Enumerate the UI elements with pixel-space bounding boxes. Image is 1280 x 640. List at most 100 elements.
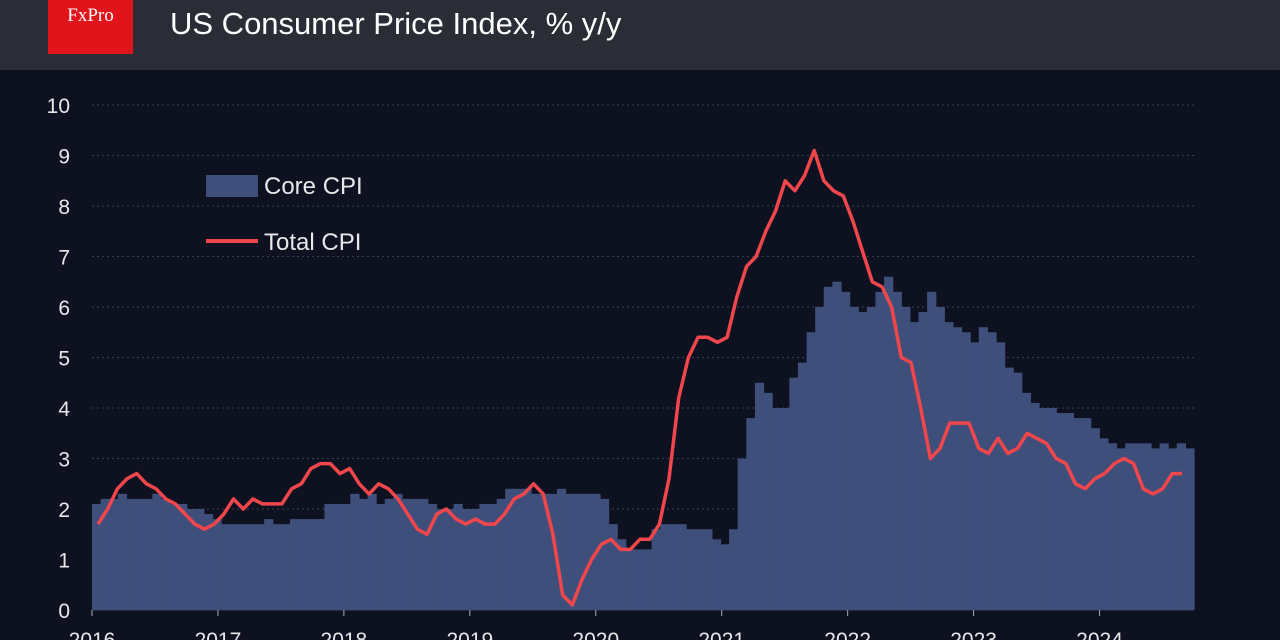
core-cpi-bar xyxy=(1107,443,1118,610)
core-cpi-bar xyxy=(686,529,696,610)
core-cpi-bar xyxy=(203,514,214,610)
core-cpi-bar xyxy=(634,549,644,610)
x-tick-label: 2019 xyxy=(446,629,493,640)
core-cpi-bar xyxy=(393,493,403,610)
y-tick-label: 6 xyxy=(58,297,70,320)
core-cpi-bar xyxy=(935,307,945,610)
core-cpi-bar xyxy=(1099,438,1109,610)
core-cpi-bar xyxy=(729,529,739,610)
core-cpi-bar xyxy=(1021,392,1032,610)
total-cpi-line xyxy=(96,148,1182,607)
core-cpi-bar xyxy=(453,503,463,610)
core-cpi-area-layer xyxy=(92,276,1195,610)
core-cpi-bar xyxy=(1150,448,1161,610)
core-cpi-bar xyxy=(1116,448,1126,610)
core-cpi-bar xyxy=(513,488,524,610)
core-cpi-bar xyxy=(806,332,816,610)
core-cpi-bar xyxy=(333,503,343,610)
core-cpi-bar xyxy=(1073,418,1083,610)
core-cpi-bar xyxy=(531,493,541,610)
y-tick-label: 10 xyxy=(47,95,70,118)
core-cpi-bar xyxy=(178,503,188,610)
core-cpi-bar xyxy=(401,498,412,610)
core-cpi-bar xyxy=(419,498,429,610)
core-cpi-bar xyxy=(1176,443,1186,610)
core-cpi-bar xyxy=(1039,408,1049,610)
core-cpi-bar xyxy=(444,509,455,610)
core-cpi-bar xyxy=(952,327,963,610)
core-cpi-bar xyxy=(143,498,153,610)
core-cpi-bar xyxy=(1082,418,1092,610)
core-cpi-bar xyxy=(651,529,661,610)
core-cpi-bar xyxy=(995,342,1006,610)
y-tick-label: 8 xyxy=(58,196,70,219)
core-cpi-bar xyxy=(1133,443,1143,610)
core-cpi-bar xyxy=(367,493,377,610)
core-cpi-bar xyxy=(1125,443,1135,610)
y-tick-label: 5 xyxy=(58,348,70,371)
core-cpi-bar xyxy=(866,307,877,610)
core-cpi-bar xyxy=(272,524,283,610)
core-cpi-bar xyxy=(746,418,756,610)
core-cpi-bar xyxy=(737,458,747,610)
core-cpi-bar xyxy=(496,498,506,610)
core-cpi-bar xyxy=(884,276,894,610)
core-cpi-bar xyxy=(1168,448,1178,610)
core-cpi-bar xyxy=(436,509,446,610)
core-cpi-bar xyxy=(892,291,902,610)
core-cpi-bar xyxy=(410,498,420,610)
core-cpi-bar xyxy=(858,312,868,610)
cpi-chart: 0 1 2 3 4 5 6 7 8 9 10 2016 2017 2018 2019 2020 2021 202… xyxy=(47,95,1195,640)
core-cpi-bar xyxy=(720,544,730,610)
legend-total-cpi-label: Total CPI xyxy=(264,229,361,256)
core-cpi-bar xyxy=(92,503,102,610)
y-tick-label: 7 xyxy=(58,247,70,270)
core-cpi-bar xyxy=(246,524,257,610)
legend-core-cpi-label: Core CPI xyxy=(264,173,363,200)
core-cpi-bar xyxy=(789,377,799,610)
core-cpi-bar xyxy=(109,498,119,610)
fxpro-logo: FxPro xyxy=(48,0,133,54)
core-cpi-bar xyxy=(376,503,386,610)
core-cpi-bar xyxy=(944,322,954,610)
core-cpi-bar xyxy=(1004,367,1014,610)
core-cpi-bar xyxy=(384,498,394,610)
core-cpi-bar xyxy=(763,392,773,610)
core-cpi-bar xyxy=(350,493,360,610)
core-cpi-bar xyxy=(918,312,928,610)
core-cpi-bar xyxy=(815,307,825,610)
core-cpi-bar xyxy=(1064,413,1075,610)
core-cpi-bar xyxy=(703,529,713,610)
core-cpi-bar xyxy=(841,291,851,610)
core-cpi-bar xyxy=(970,342,980,610)
core-cpi-bar xyxy=(298,519,308,610)
core-cpi-bar xyxy=(677,524,687,610)
core-cpi-bar xyxy=(479,503,489,610)
y-tick-label: 3 xyxy=(58,449,70,472)
core-cpi-bar xyxy=(169,503,179,610)
core-cpi-bar xyxy=(711,539,722,610)
core-cpi-bar xyxy=(978,327,988,610)
core-cpi-bar xyxy=(823,286,834,610)
y-tick-label: 1 xyxy=(58,550,70,573)
core-cpi-bar xyxy=(694,529,704,610)
core-cpi-bar xyxy=(186,509,196,610)
x-tick-label: 2020 xyxy=(572,629,619,640)
legend: Core CPI Total CPI xyxy=(206,173,363,256)
y-tick-label: 0 xyxy=(58,600,70,623)
y-tick-label: 4 xyxy=(58,398,70,421)
core-cpi-bar xyxy=(927,291,937,610)
core-cpi-bar xyxy=(780,408,790,610)
core-cpi-bar xyxy=(229,524,239,610)
y-tick-label: 9 xyxy=(58,146,70,169)
core-cpi-bar xyxy=(875,291,885,610)
core-cpi-bar xyxy=(488,503,498,610)
core-cpi-bar xyxy=(358,498,369,610)
y-axis-ticks: 0 1 2 3 4 5 6 7 8 9 10 xyxy=(47,95,71,623)
core-cpi-bar xyxy=(961,332,971,610)
x-tick-label: 2024 xyxy=(1076,629,1123,640)
core-cpi-bar xyxy=(152,493,162,610)
core-cpi-bar xyxy=(556,488,567,610)
x-tick-label: 2021 xyxy=(698,629,745,640)
core-cpi-bar xyxy=(849,307,859,610)
